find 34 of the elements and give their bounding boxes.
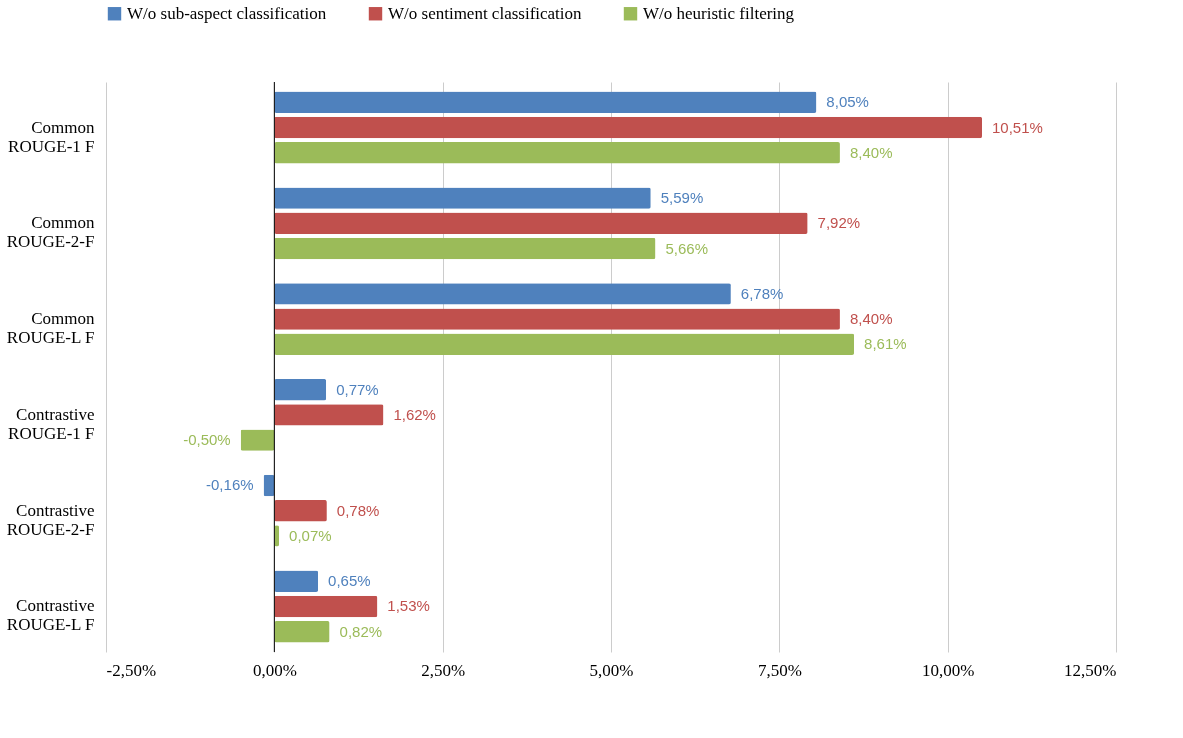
data-label: 10,51% [992, 118, 1043, 136]
data-label: 5,59% [660, 189, 704, 207]
data-label: 1,53% [387, 597, 430, 615]
data-label: 0,82% [339, 622, 383, 640]
legend-label: W/o sub-aspect classification [127, 3, 327, 23]
data-label: 8,40% [849, 310, 893, 328]
data-label: 0,78% [336, 501, 380, 519]
y-tick-label: Contrastive ROUGE-2-F [6, 500, 95, 539]
data-label: 0,07% [289, 526, 332, 544]
y-tick-label: Common ROUGE-L F [6, 309, 95, 348]
data-label: 1,62% [393, 405, 436, 423]
legend-label: W/o heuristic filtering [643, 3, 795, 23]
data-label: 8,40% [849, 143, 893, 161]
y-tick-label: Common ROUGE-1 F [8, 117, 95, 156]
data-label: 7,92% [817, 214, 861, 232]
data-label: 5,66% [665, 239, 708, 257]
data-label: 8,05% [826, 93, 869, 111]
data-label: 0,65% [328, 572, 371, 590]
y-tick-label: Contrastive ROUGE-1 F [8, 404, 95, 443]
data-label: 0,77% [336, 380, 379, 398]
x-tick-label: -2,50% [106, 660, 157, 680]
x-tick-label: 0,00% [252, 660, 297, 680]
y-tick-label: Contrastive ROUGE-L F [6, 596, 95, 635]
data-label: 6,78% [740, 284, 784, 302]
data-label: -0,50% [183, 431, 231, 449]
x-tick-label: 12,50% [1064, 660, 1117, 680]
x-tick-label: 2,50% [421, 660, 466, 680]
x-tick-label: 10,00% [921, 660, 975, 680]
data-label: 8,61% [864, 335, 907, 353]
x-tick-label: 7,50% [757, 660, 802, 680]
legend-label: W/o sentiment classification [388, 3, 583, 23]
data-label: -0,16% [206, 476, 254, 494]
x-tick-label: 5,00% [589, 660, 634, 680]
y-tick-label: Common ROUGE-2-F [6, 213, 95, 252]
